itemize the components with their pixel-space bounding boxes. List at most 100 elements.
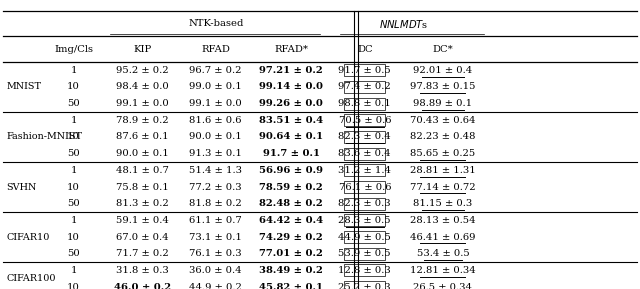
Text: 48.1 ± 0.7: 48.1 ± 0.7	[116, 166, 168, 175]
Bar	[344, 164, 385, 176]
Text: 10: 10	[67, 82, 80, 91]
Text: 25.2 ± 0.3: 25.2 ± 0.3	[339, 283, 391, 289]
Text: 99.1 ± 0.0: 99.1 ± 0.0	[189, 99, 242, 108]
Text: 81.8 ± 0.2: 81.8 ± 0.2	[189, 199, 242, 208]
Text: 77.14 ± 0.72: 77.14 ± 0.72	[410, 183, 476, 192]
Text: 28.81 ± 1.31: 28.81 ± 1.31	[410, 166, 476, 175]
Text: 59.1 ± 0.4: 59.1 ± 0.4	[116, 216, 168, 225]
Text: 53.4 ± 0.5: 53.4 ± 0.5	[417, 249, 469, 258]
Bar	[344, 64, 385, 76]
Text: 96.7 ± 0.2: 96.7 ± 0.2	[189, 66, 242, 75]
Text: 95.2 ± 0.2: 95.2 ± 0.2	[116, 66, 168, 75]
Text: 83.6 ± 0.4: 83.6 ± 0.4	[339, 149, 391, 158]
Text: 64.42 ± 0.4: 64.42 ± 0.4	[259, 216, 323, 225]
Text: 28.13 ± 0.54: 28.13 ± 0.54	[410, 216, 476, 225]
Text: 82.48 ± 0.2: 82.48 ± 0.2	[259, 199, 323, 208]
Text: 82.3 ± 0.4: 82.3 ± 0.4	[339, 132, 391, 142]
Text: 44.9 ± 0.2: 44.9 ± 0.2	[189, 283, 242, 289]
Text: CIFAR10: CIFAR10	[6, 233, 50, 242]
Text: 28.3 ± 0.5: 28.3 ± 0.5	[339, 216, 391, 225]
Text: 83.51 ± 0.4: 83.51 ± 0.4	[259, 116, 323, 125]
Text: 81.3 ± 0.2: 81.3 ± 0.2	[116, 199, 168, 208]
Text: 90.0 ± 0.1: 90.0 ± 0.1	[189, 132, 242, 142]
Text: 1: 1	[70, 66, 77, 75]
Text: SVHN: SVHN	[6, 183, 36, 192]
Text: Img/Cls: Img/Cls	[54, 45, 93, 54]
Text: 82.23 ± 0.48: 82.23 ± 0.48	[410, 132, 476, 142]
Text: 78.9 ± 0.2: 78.9 ± 0.2	[116, 116, 168, 125]
Text: 99.1 ± 0.0: 99.1 ± 0.0	[116, 99, 168, 108]
Text: 90.0 ± 0.1: 90.0 ± 0.1	[116, 149, 168, 158]
Bar	[344, 281, 385, 289]
Bar	[344, 214, 385, 226]
Bar	[344, 198, 385, 210]
Text: $\mathit{NNLMDT}$s: $\mathit{NNLMDT}$s	[379, 18, 429, 29]
Text: 98.8 ± 0.1: 98.8 ± 0.1	[339, 99, 391, 108]
Text: 77.01 ± 0.2: 77.01 ± 0.2	[259, 249, 323, 258]
Text: 10: 10	[67, 283, 80, 289]
Text: 38.49 ± 0.2: 38.49 ± 0.2	[259, 266, 323, 275]
Text: 1: 1	[70, 116, 77, 125]
Text: 73.1 ± 0.1: 73.1 ± 0.1	[189, 233, 242, 242]
Text: 70.43 ± 0.64: 70.43 ± 0.64	[410, 116, 476, 125]
Text: RFAD*: RFAD*	[274, 45, 308, 54]
Text: 71.7 ± 0.2: 71.7 ± 0.2	[116, 249, 168, 258]
Text: 99.14 ± 0.0: 99.14 ± 0.0	[259, 82, 323, 91]
Text: 12.81 ± 0.34: 12.81 ± 0.34	[410, 266, 476, 275]
Text: 76.1 ± 0.3: 76.1 ± 0.3	[189, 249, 242, 258]
Text: 44.9 ± 0.5: 44.9 ± 0.5	[339, 233, 391, 242]
Text: 26.5 ± 0.34: 26.5 ± 0.34	[413, 283, 472, 289]
Text: 36.0 ± 0.4: 36.0 ± 0.4	[189, 266, 242, 275]
Text: 97.21 ± 0.2: 97.21 ± 0.2	[259, 66, 323, 75]
Text: NTK-based: NTK-based	[189, 19, 244, 28]
Text: 77.2 ± 0.3: 77.2 ± 0.3	[189, 183, 242, 192]
Text: 31.8 ± 0.3: 31.8 ± 0.3	[116, 266, 168, 275]
Text: 70.5 ± 0.6: 70.5 ± 0.6	[339, 116, 391, 125]
Bar	[344, 98, 385, 110]
Text: RFAD: RFAD	[201, 45, 230, 54]
Bar	[344, 231, 385, 243]
Text: 53.9 ± 0.5: 53.9 ± 0.5	[339, 249, 391, 258]
Bar	[344, 181, 385, 193]
Text: 90.64 ± 0.1: 90.64 ± 0.1	[259, 132, 323, 142]
Text: 56.96 ± 0.9: 56.96 ± 0.9	[259, 166, 323, 175]
Text: DC: DC	[357, 45, 372, 54]
Bar	[344, 264, 385, 277]
Bar	[344, 248, 385, 260]
Text: Fashion-MNIST: Fashion-MNIST	[6, 132, 83, 142]
Text: 51.4 ± 1.3: 51.4 ± 1.3	[189, 166, 242, 175]
Text: 1: 1	[70, 266, 77, 275]
Text: 12.8 ± 0.3: 12.8 ± 0.3	[339, 266, 391, 275]
Text: 98.4 ± 0.0: 98.4 ± 0.0	[116, 82, 168, 91]
Text: 46.41 ± 0.69: 46.41 ± 0.69	[410, 233, 476, 242]
Text: 45.82 ± 0.1: 45.82 ± 0.1	[259, 283, 323, 289]
Text: 31.2 ± 1.4: 31.2 ± 1.4	[339, 166, 391, 175]
Bar	[344, 131, 385, 143]
Text: KIP: KIP	[133, 45, 151, 54]
Text: 98.89 ± 0.1: 98.89 ± 0.1	[413, 99, 472, 108]
Text: 76.1 ± 0.6: 76.1 ± 0.6	[339, 183, 391, 192]
Text: 97.4 ± 0.2: 97.4 ± 0.2	[339, 82, 391, 91]
Text: 81.15 ± 0.3: 81.15 ± 0.3	[413, 199, 472, 208]
Text: 10: 10	[67, 132, 80, 142]
Text: 99.0 ± 0.1: 99.0 ± 0.1	[189, 82, 242, 91]
Bar	[344, 81, 385, 93]
Text: 1: 1	[70, 166, 77, 175]
Text: 46.0 ± 0.2: 46.0 ± 0.2	[113, 283, 171, 289]
Text: 50: 50	[67, 199, 80, 208]
Text: 99.26 ± 0.0: 99.26 ± 0.0	[259, 99, 323, 108]
Text: 78.59 ± 0.2: 78.59 ± 0.2	[259, 183, 323, 192]
Text: 81.6 ± 0.6: 81.6 ± 0.6	[189, 116, 242, 125]
Text: 85.65 ± 0.25: 85.65 ± 0.25	[410, 149, 476, 158]
Text: MNIST: MNIST	[6, 82, 42, 91]
Text: 10: 10	[67, 233, 80, 242]
Text: 97.83 ± 0.15: 97.83 ± 0.15	[410, 82, 476, 91]
Bar	[344, 148, 385, 160]
Text: 61.1 ± 0.7: 61.1 ± 0.7	[189, 216, 242, 225]
Text: CIFAR100: CIFAR100	[6, 274, 56, 283]
Text: 1: 1	[70, 216, 77, 225]
Text: 50: 50	[67, 149, 80, 158]
Text: 92.01 ± 0.4: 92.01 ± 0.4	[413, 66, 472, 75]
Text: 91.3 ± 0.1: 91.3 ± 0.1	[189, 149, 242, 158]
Text: 75.8 ± 0.1: 75.8 ± 0.1	[116, 183, 168, 192]
